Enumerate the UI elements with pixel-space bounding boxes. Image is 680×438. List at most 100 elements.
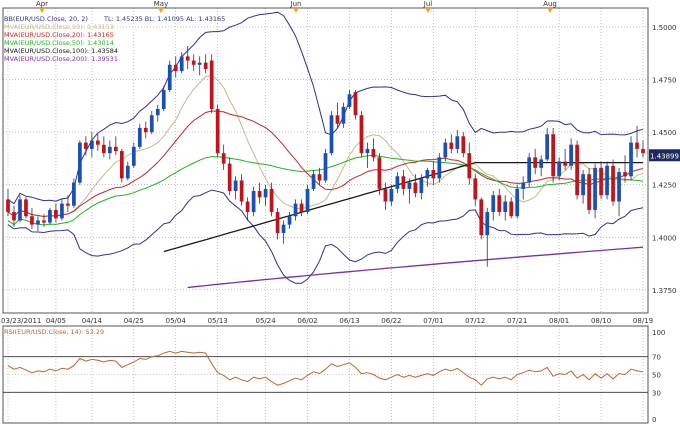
- candle-body: [215, 108, 220, 154]
- x-tick-label: 07/21: [507, 317, 527, 325]
- candle-body: [78, 142, 82, 183]
- candle-body: [551, 134, 556, 177]
- y-tick-label: 1.5000: [652, 24, 677, 32]
- candle-body: [209, 60, 214, 109]
- candle-body: [293, 203, 298, 217]
- x-tick-label: 08/01: [549, 317, 569, 325]
- candle-body: [539, 159, 544, 168]
- candle-body: [54, 209, 58, 219]
- candle-body: [131, 146, 136, 166]
- candle-body: [90, 140, 94, 149]
- x-tick-label: 07/12: [465, 317, 485, 325]
- x-tick-label: 06/02: [297, 317, 317, 325]
- candle-body: [221, 153, 226, 164]
- x-tick-label: 04/14: [82, 317, 103, 325]
- candle-body: [245, 201, 250, 213]
- candle-body: [359, 115, 364, 154]
- x-tick-label: 03/23/2011: [1, 317, 41, 325]
- candle-body: [347, 94, 352, 107]
- candle-body: [461, 136, 466, 154]
- candle-body: [395, 176, 400, 189]
- candle-body: [581, 174, 585, 196]
- candle-body: [107, 146, 112, 154]
- month-marker-icon: [39, 8, 45, 13]
- rsi-tick-label: 70: [652, 354, 661, 362]
- candle-body: [185, 56, 190, 61]
- candle-body: [173, 64, 178, 72]
- candle-body: [545, 134, 550, 160]
- candle-body: [557, 161, 561, 177]
- month-marker-icon: [547, 8, 553, 13]
- x-tick-label: 08/19: [633, 317, 653, 325]
- legend-entry: BB(EUR/USD.Close, 20, 2): [4, 15, 88, 23]
- candle-body: [48, 209, 52, 223]
- candle-body: [137, 127, 142, 147]
- x-tick-label: 05/24: [255, 317, 276, 325]
- rsi-panel: RSI(EUR/USD.Close, 14): 53.29 100 70 50 30 0: [3, 328, 665, 424]
- rsi-line: [7, 350, 644, 386]
- candle-body: [419, 178, 424, 194]
- candle-body: [515, 188, 520, 217]
- candle-body: [84, 142, 88, 149]
- candle-body: [569, 144, 573, 166]
- last-price-tag: [649, 149, 680, 162]
- candle-body: [443, 142, 448, 158]
- rsi-tick-label: 50: [652, 372, 661, 380]
- candle-body: [203, 62, 208, 69]
- candle-body: [125, 165, 130, 179]
- candle-body: [509, 201, 514, 217]
- bollinger-upper-line: [7, 11, 644, 205]
- candle-body: [18, 199, 22, 221]
- y-tick-label: 1.4750: [652, 77, 677, 85]
- month-marker-icon: [158, 8, 164, 13]
- candles: [6, 45, 645, 267]
- candle-body: [251, 191, 256, 213]
- candle-body: [575, 144, 579, 196]
- rsi-tick-label: 100: [652, 329, 665, 337]
- candle-body: [317, 174, 322, 181]
- candle-body: [413, 182, 418, 194]
- candle-body: [191, 60, 196, 65]
- x-tick-label: 06/22: [381, 317, 401, 325]
- candle-body: [30, 216, 34, 225]
- candle-body: [563, 161, 567, 166]
- legend-entry: MVA(EUR/USD.Close,100): 1.43584: [4, 47, 118, 55]
- candle-body: [467, 153, 472, 179]
- candle-body: [599, 167, 603, 196]
- candle-body: [377, 157, 382, 189]
- candle-body: [179, 56, 184, 72]
- grid: [3, 8, 648, 423]
- legend-entry: MVA(EUR/USD.Close,200): 1.39531: [4, 55, 118, 63]
- last-price-label: 1.43899: [650, 152, 679, 160]
- candle-body: [431, 169, 436, 179]
- candle-body: [143, 127, 148, 133]
- candle-body: [155, 108, 160, 116]
- candle-body: [227, 163, 232, 191]
- candle-body: [167, 64, 172, 91]
- candle-body: [383, 188, 388, 202]
- month-label: Aug: [543, 0, 557, 8]
- candle-body: [113, 146, 118, 152]
- x-tick-label: 04/25: [124, 317, 144, 325]
- candle-body: [239, 180, 244, 202]
- y-tick-label: 1.4250: [652, 182, 677, 190]
- x-tick-label: 05/13: [208, 317, 228, 325]
- legend-entry: MVA(EUR/USD.Close,10): 1.43153: [4, 23, 114, 31]
- candle-body: [161, 90, 166, 109]
- y-tick-label: 1.4000: [652, 234, 677, 242]
- candle-body: [533, 157, 538, 168]
- candle-body: [641, 148, 645, 154]
- candle-body: [587, 174, 591, 210]
- month-label: Apr: [36, 0, 48, 8]
- candle-body: [485, 212, 490, 236]
- price-panel-frame: [2, 7, 649, 314]
- candle-body: [42, 220, 46, 223]
- month-marker-icon: [425, 8, 431, 13]
- legend-entry: MVA(EUR/USD.Close,20): 1.43165: [4, 31, 114, 39]
- legend-entry: MVA(EUR/USD.Close,50): 1.43014: [4, 39, 114, 47]
- candle-body: [66, 203, 70, 206]
- month-label: Jul: [423, 0, 433, 8]
- candle-body: [617, 172, 621, 202]
- candle-body: [473, 178, 478, 200]
